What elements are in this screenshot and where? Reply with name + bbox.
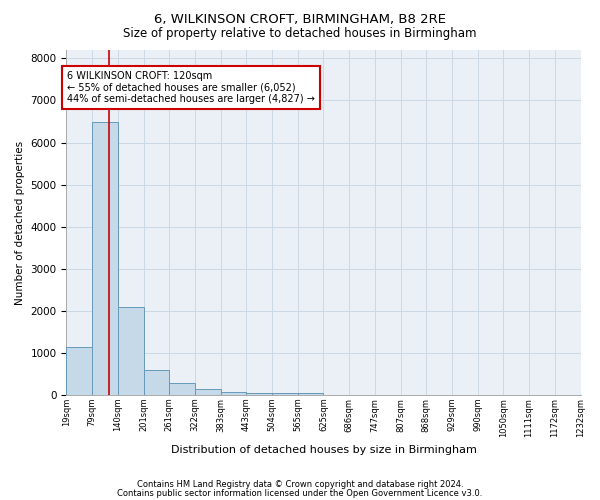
Text: 6, WILKINSON CROFT, BIRMINGHAM, B8 2RE: 6, WILKINSON CROFT, BIRMINGHAM, B8 2RE: [154, 12, 446, 26]
Bar: [67, 346, 92, 395]
Bar: [195, 388, 221, 395]
Text: 6 WILKINSON CROFT: 120sqm
← 55% of detached houses are smaller (6,052)
44% of se: 6 WILKINSON CROFT: 120sqm ← 55% of detac…: [67, 71, 315, 104]
Text: Contains public sector information licensed under the Open Government Licence v3: Contains public sector information licen…: [118, 488, 482, 498]
Y-axis label: Number of detached properties: Number of detached properties: [15, 140, 25, 304]
Bar: [169, 382, 195, 395]
Bar: [247, 392, 272, 395]
Text: Size of property relative to detached houses in Birmingham: Size of property relative to detached ho…: [123, 28, 477, 40]
Bar: [272, 393, 298, 395]
Bar: [143, 370, 169, 395]
Bar: [118, 306, 143, 395]
Text: Contains HM Land Registry data © Crown copyright and database right 2024.: Contains HM Land Registry data © Crown c…: [137, 480, 463, 489]
Bar: [298, 394, 323, 395]
Bar: [92, 122, 118, 395]
Bar: [221, 392, 247, 395]
X-axis label: Distribution of detached houses by size in Birmingham: Distribution of detached houses by size …: [170, 445, 476, 455]
